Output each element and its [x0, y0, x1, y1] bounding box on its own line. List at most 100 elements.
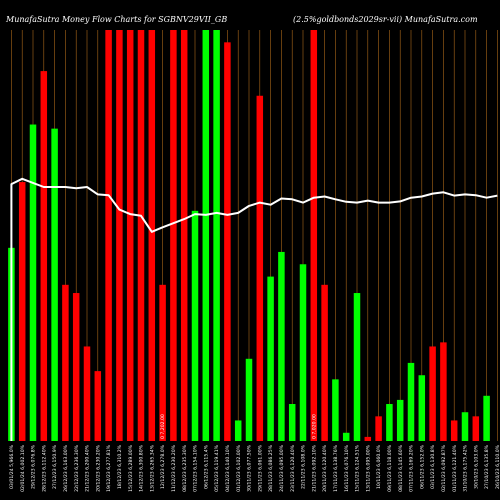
money-flow-bar: [278, 251, 285, 441]
money-flow-bar: [191, 210, 199, 441]
money-flow-line-path: [10, 177, 498, 441]
x-tick-label: 30/10/23 6,103.0%: [473, 444, 479, 489]
money-flow-bar: [170, 30, 177, 441]
x-tick-label: 05/12/23 6,119.41%: [214, 444, 220, 492]
money-flow-bar: [213, 30, 220, 441]
money-flow-bar: [299, 264, 307, 441]
x-tick-label: 06/11/23 6,152.0%: [419, 444, 425, 489]
x-tick-labels: 03/01/24 5,966.0% 02/01/24 6,002.10% 29/12…: [9, 444, 500, 492]
x-tick-label: 07/12/23 6,154.10%: [193, 444, 199, 492]
money-flow-bar: [440, 342, 447, 441]
money-flow-bar: [72, 293, 80, 441]
x-tick-label: 06/12/23 6,115.4%: [203, 444, 209, 489]
x-tick-label: 19/12/23 6,277.81%: [106, 444, 112, 492]
money-flow-bar: [180, 30, 188, 441]
money-flow-bar: [18, 182, 26, 441]
x-tick-label: 28/11/23 6,086.25%: [268, 444, 274, 492]
money-flow-bar: [83, 346, 91, 441]
x-tick-label: 09/11/23 6,118.00%: [387, 444, 393, 492]
x-tick-label: 28/12/23 6,112.40%: [41, 444, 47, 492]
money-flow-bar: [256, 95, 264, 441]
money-flow-bar: [310, 30, 318, 441]
x-tick-label: 24/11/23 6,095.00%: [279, 444, 285, 492]
chart-title-right: (2.5%goldbonds2029sr-vii) MunafaSutra.co…: [293, 15, 478, 24]
x-tick-label: 22/12/23 6,236.30%: [74, 444, 80, 492]
x-tick-label: 30/11/23 6,077.50%: [247, 444, 253, 492]
x-tick-label: 03/11/23 6,130.8%: [430, 444, 436, 489]
x-tick-label: 07/11/23 6,169.20%: [409, 444, 415, 492]
x-tick-label: 13/11/23 6,095.00%: [365, 444, 371, 492]
x-tick-label: 21/12/23 6,200.40%: [85, 444, 91, 492]
money-flow-bar: [224, 42, 231, 442]
money-flow-bar: [407, 362, 415, 441]
x-tick-label: 08/11/23 6,145.60%: [398, 444, 404, 492]
x-tick-label: 01/11/23 6,121.40%: [452, 444, 458, 492]
x-tick-label: 29/11/23 6,061.00%: [257, 444, 263, 492]
money-flow-bar: [159, 284, 166, 441]
money-flow-bar: [418, 375, 426, 441]
x-tick-label: 22/11/23 6,108.0%: [301, 444, 307, 489]
money-flow-bar: [105, 30, 112, 441]
mid-label: 0 7,202.00: [160, 414, 166, 439]
x-tick-label: 26/10/23 6,110.0%: [495, 444, 500, 489]
mid-labels: 0 7,202.00 0 7,020.00: [160, 414, 317, 439]
money-flow-bar: [375, 416, 382, 441]
x-tick-label: 20/12/23 6,230.20%: [95, 444, 101, 492]
money-flow-bar: [245, 358, 253, 441]
x-tick-label: 27/12/23 6,150.9%: [52, 444, 58, 489]
mid-label: 0 7,020.00: [311, 414, 317, 439]
x-tick-label: 18/12/23 6,310.2%: [117, 444, 123, 489]
money-flow-bar: [137, 30, 145, 441]
money-flow-bar: [332, 379, 339, 441]
money-flow-bar: [321, 284, 328, 441]
x-tick-label: 14/12/23 6,300.80%: [139, 444, 145, 492]
money-flow-bar: [267, 276, 274, 441]
x-tick-label: 03/01/24 5,966.0%: [9, 444, 15, 489]
x-tick-label: 27/10/23 6,135.8%: [484, 444, 490, 489]
money-flow-bar: [450, 420, 458, 441]
x-tick-label: 16/11/23 6,076.10%: [344, 444, 350, 492]
money-flow-bar: [234, 420, 242, 441]
money-flow-bar: [461, 412, 469, 441]
money-flow-bar: [472, 416, 480, 441]
x-tick-label: 02/11/23 6,092.87%: [441, 444, 447, 492]
money-flow-line: [10, 177, 498, 441]
x-tick-label: 12/12/23 6,278.0%: [160, 444, 166, 489]
money-flow-bar: [342, 432, 350, 441]
money-flow-bar: [62, 284, 69, 441]
bars: [8, 30, 490, 442]
money-flow-bar: [429, 346, 436, 441]
x-tick-label: 11/12/23 6,230.20%: [171, 444, 177, 492]
x-tick-label: 29/12/23 6,076.8%: [31, 444, 37, 489]
x-tick-label: 21/11/23 6,092.10%: [311, 444, 317, 492]
money-flow-bar: [386, 404, 393, 441]
x-tick-label: 31/10/23 6,175.42%: [463, 444, 469, 492]
x-tick-label: 08/12/23 6,235.30%: [182, 444, 188, 492]
money-flow-bar: [483, 395, 490, 441]
x-tick-label: 10/11/23 6,060.0%: [376, 444, 382, 489]
x-tick-label: 26/12/23 6,163.00%: [63, 444, 69, 492]
money-flow-bar: [40, 71, 48, 441]
x-tick-label: 23/11/23 6,120.40%: [290, 444, 296, 492]
x-tick-label: 15/12/23 6,289.00%: [128, 444, 134, 492]
x-tick-label: 15/11/23 6,124.51%: [355, 444, 361, 492]
x-tick-label: 17/11/23 6,138.76%: [333, 444, 339, 492]
money-flow-bar: [51, 128, 58, 441]
x-tick-label: 01/12/23 6,102.00%: [236, 444, 242, 492]
money-flow-bar: [148, 30, 156, 441]
money-flow-bar: [353, 293, 361, 441]
x-tick-label: 20/11/23 6,120.40%: [322, 444, 328, 492]
chart-title-left: MunafaSutra Money Flow Charts for SGBNV2…: [5, 15, 227, 24]
money-flow-bar: [116, 30, 123, 441]
money-flow-bar: [29, 124, 37, 441]
money-flow-bar: [396, 399, 404, 441]
x-tick-label: 02/01/24 6,002.10%: [20, 444, 26, 492]
x-tick-label: 04/12/23 6,140.10%: [225, 444, 231, 492]
money-flow-bar: [288, 404, 296, 441]
money-flow-bar: [126, 30, 134, 441]
x-tick-label: 13/12/23 6,265.34%: [149, 444, 155, 492]
money-flow-bar: [202, 30, 210, 441]
money-flow-bar: [364, 436, 372, 441]
money-flow-bar: [94, 371, 102, 441]
